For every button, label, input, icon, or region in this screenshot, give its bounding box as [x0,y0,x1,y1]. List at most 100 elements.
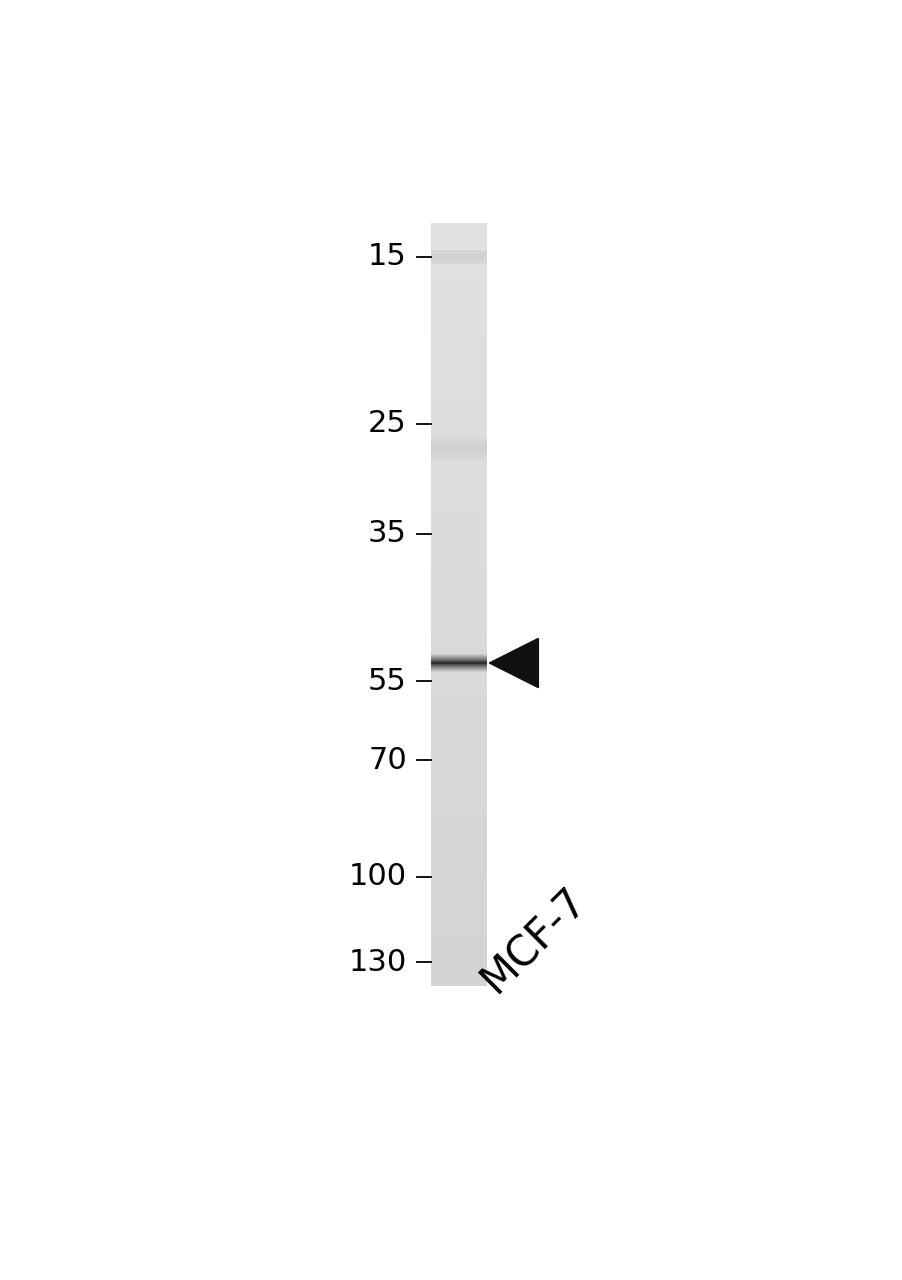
Bar [431,349,487,352]
Bar [431,383,487,385]
Bar [431,439,487,442]
Bar [431,230,487,233]
Bar [431,321,487,324]
Bar [431,467,487,470]
Bar [431,841,487,844]
Bar [431,271,487,274]
Bar [431,653,487,655]
Bar [431,854,487,856]
Bar [431,385,487,388]
Bar [431,300,487,302]
Bar [431,547,487,549]
Bar [431,877,487,879]
Bar [431,928,487,931]
Bar [431,890,487,892]
Bar [431,776,487,778]
Text: 35: 35 [367,520,407,548]
Bar [431,709,487,712]
Bar [431,956,487,959]
Bar [431,696,487,699]
Bar [431,416,487,419]
Bar [431,511,487,513]
Bar [431,923,487,925]
Bar [431,977,487,979]
Bar [431,699,487,701]
Bar [431,488,487,490]
Bar [431,643,487,645]
Bar [431,673,487,676]
Bar [431,607,487,609]
Bar [431,495,487,498]
Bar [431,778,487,781]
Bar [431,460,487,462]
Bar [431,974,487,977]
Bar [431,413,487,416]
Bar [431,586,487,589]
Bar [431,297,487,300]
Bar [431,918,487,920]
Bar [431,915,487,918]
Bar [431,284,487,287]
Bar [431,599,487,602]
Bar [431,781,487,783]
Bar [431,678,487,681]
Polygon shape [489,639,538,687]
Bar [431,584,487,586]
Bar [431,447,487,449]
Bar [431,895,487,897]
Bar [431,470,487,472]
Text: 130: 130 [348,947,407,977]
Bar [431,755,487,758]
Bar [431,737,487,740]
Bar [431,625,487,627]
Bar [431,650,487,653]
Bar [431,984,487,987]
Bar [431,521,487,524]
Bar [431,419,487,421]
Bar [431,516,487,518]
Bar [431,966,487,969]
Bar [431,753,487,755]
Bar [431,823,487,826]
Bar [431,253,487,256]
Bar [431,704,487,707]
Bar [431,872,487,874]
Bar [431,316,487,319]
Bar [431,396,487,398]
Bar [431,589,487,591]
Bar [431,287,487,289]
Bar [431,765,487,768]
Bar [431,406,487,408]
Bar [431,246,487,248]
Bar [431,279,487,282]
Bar [431,531,487,534]
Bar [431,972,487,974]
Text: 15: 15 [368,242,407,271]
Bar [431,251,487,253]
Bar [431,549,487,552]
Bar [431,261,487,264]
Bar [431,790,487,792]
Bar [431,727,487,730]
Bar [431,846,487,849]
Bar [431,596,487,599]
Bar [431,480,487,483]
Text: 55: 55 [368,667,407,696]
Bar [431,312,487,315]
Bar [431,637,487,640]
Bar [431,851,487,854]
Bar [431,367,487,370]
Bar [431,861,487,864]
Bar [431,640,487,643]
Bar [431,563,487,566]
Bar [431,622,487,625]
Bar [431,783,487,786]
Bar [431,500,487,503]
Bar [431,864,487,867]
Bar [431,818,487,820]
Bar [431,913,487,915]
Bar [431,370,487,372]
Bar [431,490,487,493]
Bar [431,820,487,823]
Bar [431,931,487,933]
